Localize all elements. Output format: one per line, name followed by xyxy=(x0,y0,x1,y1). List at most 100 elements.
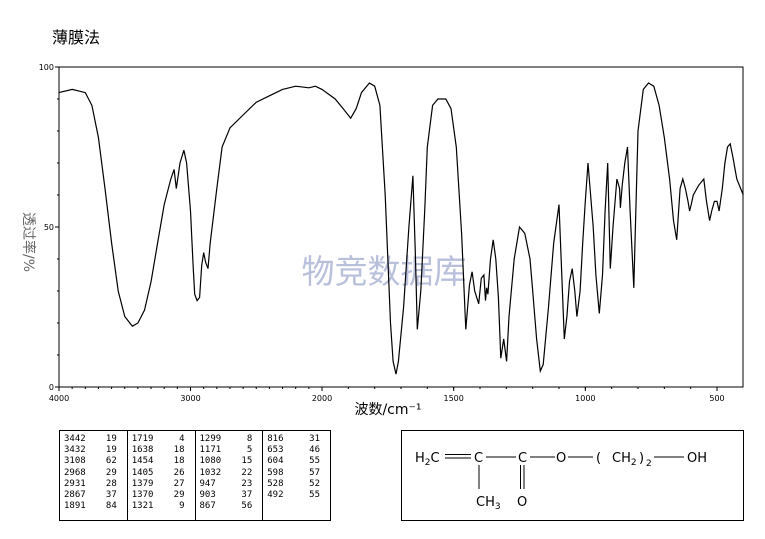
peak-wavenumber: 1719 xyxy=(131,434,154,444)
peak-wavenumber: 816 xyxy=(267,434,284,444)
peak-wavenumber: 2867 xyxy=(64,490,86,501)
peak-wavenumber: 867 xyxy=(199,501,216,512)
peak-row: 1638 18 xyxy=(132,445,191,456)
peak-wavenumber: 653 xyxy=(267,445,284,456)
x-tick-label: 4000 xyxy=(49,394,69,403)
watermark: 物竞数据库 xyxy=(302,252,467,291)
peak-wavenumber: 1299 xyxy=(199,434,222,444)
peak-row: 604 55 xyxy=(267,456,326,467)
peak-wavenumber: 1379 xyxy=(131,478,154,489)
peak-row: 3108 62 xyxy=(64,456,123,467)
peak-row: 1299 8 xyxy=(200,434,259,445)
peak-transmittance: 55 xyxy=(309,456,320,467)
peak-row: 3432 19 xyxy=(64,445,123,456)
peak-row: 598 57 xyxy=(267,468,326,479)
spectrum-line xyxy=(58,82,744,375)
peak-column: 1719 4 1638 18 1454 18 1405 26 1379 27 1370 29 1321 9 xyxy=(128,431,196,520)
peak-transmittance: 27 xyxy=(173,478,185,489)
peak-wavenumber: 1370 xyxy=(131,490,154,501)
peak-row: 1321 9 xyxy=(132,501,191,512)
peak-row: 1405 26 xyxy=(132,468,191,479)
peak-row: 492 55 xyxy=(267,490,326,501)
peak-wavenumber: 3442 xyxy=(64,434,86,444)
peak-wavenumber: 947 xyxy=(199,478,216,489)
x-tick-label: 1500 xyxy=(443,394,463,403)
peak-row: 2867 37 xyxy=(64,490,123,501)
peak-wavenumber: 3108 xyxy=(64,456,86,467)
peak-transmittance: 31 xyxy=(309,434,320,444)
chemical-structure: H2C C C O ( CH2 ) 2 OH CH3 O xyxy=(401,430,744,521)
peak-wavenumber: 604 xyxy=(267,456,284,467)
svg-text:CH3: CH3 xyxy=(476,495,501,512)
peak-transmittance: 55 xyxy=(309,490,320,501)
struct-h2c-sub: 2 xyxy=(425,458,431,468)
peak-column: 1299 8 1171 5 1080 15 1032 22 947 23 903 37 867 56 xyxy=(196,431,264,520)
peak-transmittance: 19 xyxy=(105,445,117,456)
peak-transmittance: 37 xyxy=(241,490,253,501)
peak-wavenumber: 2968 xyxy=(64,467,86,478)
struct-ch2: CH xyxy=(612,451,631,466)
page-title: 薄膜法 xyxy=(52,28,101,47)
peak-transmittance: 8 xyxy=(246,434,253,444)
peak-transmittance: 62 xyxy=(105,456,117,467)
peak-wavenumber: 1454 xyxy=(131,456,154,467)
y-tick-label: 50 xyxy=(44,223,54,232)
x-tick-label: 500 xyxy=(709,394,724,403)
struct-o-ester: O xyxy=(556,451,566,466)
x-tick-label: 2000 xyxy=(312,394,332,403)
peak-row: 2931 28 xyxy=(64,479,123,490)
peak-row: 947 23 xyxy=(200,479,259,490)
peak-wavenumber: 1891 xyxy=(64,501,86,512)
peak-row: 1080 15 xyxy=(200,456,259,467)
peak-row: 2968 29 xyxy=(64,468,123,479)
peak-transmittance: 9 xyxy=(179,501,185,512)
peak-transmittance: 29 xyxy=(173,490,185,501)
peak-transmittance: 46 xyxy=(309,445,320,456)
peak-transmittance: 37 xyxy=(105,490,117,501)
peak-transmittance: 23 xyxy=(241,478,253,489)
struct-oh: OH xyxy=(687,451,707,466)
peak-transmittance: 22 xyxy=(241,467,253,478)
struct-o-carbonyl: O xyxy=(517,495,527,510)
peak-transmittance: 84 xyxy=(105,501,117,512)
svg-text:CH2: CH2 xyxy=(612,451,637,468)
struct-repeat-n: 2 xyxy=(646,459,652,469)
peak-row: 528 52 xyxy=(267,479,326,490)
peak-wavenumber: 1032 xyxy=(199,467,222,478)
x-tick-label: 3000 xyxy=(180,394,200,403)
struct-c1: C xyxy=(474,451,483,466)
peak-wavenumber: 1171 xyxy=(199,445,222,456)
peak-wavenumber: 1638 xyxy=(131,445,154,456)
peak-transmittance: 52 xyxy=(309,478,320,489)
x-tick-label: 1000 xyxy=(575,394,595,403)
peak-wavenumber: 1405 xyxy=(131,467,154,478)
peak-row: 1891 84 xyxy=(64,501,123,512)
struct-h2c-c: C xyxy=(431,451,440,466)
peak-row: 867 56 xyxy=(200,501,259,512)
struct-ch3-sub: 3 xyxy=(495,502,501,512)
peak-transmittance: 15 xyxy=(241,456,253,467)
struct-ch3: CH xyxy=(476,495,495,510)
struct-paren-close: ) xyxy=(639,451,644,466)
peak-wavenumber: 1321 xyxy=(131,501,154,512)
peak-wavenumber: 2931 xyxy=(64,478,86,489)
peak-column: 816 31 653 46 604 55 598 57 528 52 492 55 xyxy=(263,431,330,520)
struct-h2c-h: H xyxy=(415,451,425,466)
peak-row: 3442 19 xyxy=(64,434,123,445)
peak-transmittance: 56 xyxy=(241,501,253,512)
x-axis-label: 波数/cm⁻¹ xyxy=(354,402,421,418)
struct-ch2-sub: 2 xyxy=(631,458,637,468)
peak-transmittance: 26 xyxy=(173,467,185,478)
tick-group: 4000 3000 2000 1500 1000 500 0 50 100 xyxy=(39,63,725,403)
peak-transmittance: 18 xyxy=(173,445,185,456)
peak-row: 1719 4 xyxy=(132,434,191,445)
peak-transmittance: 28 xyxy=(105,478,117,489)
peak-wavenumber: 903 xyxy=(199,490,216,501)
peak-transmittance: 18 xyxy=(173,456,185,467)
y-tick-label: 100 xyxy=(39,63,54,72)
peak-transmittance: 29 xyxy=(105,467,117,478)
peak-row: 1370 29 xyxy=(132,490,191,501)
peak-row: 1032 22 xyxy=(200,468,259,479)
struct-paren-open: ( xyxy=(596,451,601,466)
peak-wavenumber: 492 xyxy=(267,490,284,501)
